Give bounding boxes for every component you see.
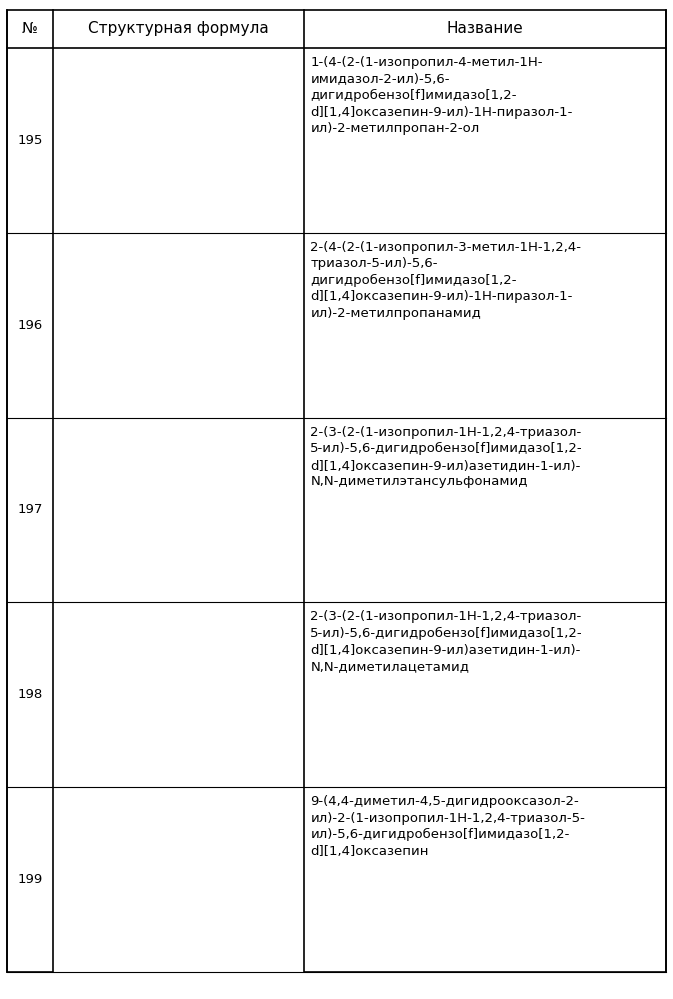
Text: 195: 195 <box>17 134 42 147</box>
Text: 9-(4,4-диметил-4,5-дигидрооксазол-2-
ил)-2-(1-изопропил-1Н-1,2,4-триазол-5-
ил)-: 9-(4,4-диметил-4,5-дигидрооксазол-2- ил)… <box>310 795 585 858</box>
Text: 199: 199 <box>17 873 42 886</box>
Bar <box>53 233 304 418</box>
Text: 197: 197 <box>17 503 42 516</box>
Text: 2-(3-(2-(1-изопропил-1Н-1,2,4-триазол-
5-ил)-5,6-дигидробензо[f]имидазо[1,2-
d][: 2-(3-(2-(1-изопропил-1Н-1,2,4-триазол- 5… <box>310 610 583 673</box>
Text: 2-(4-(2-(1-изопропил-3-метил-1Н-1,2,4-
триазол-5-ил)-5,6-
дигидробензо[f]имидазо: 2-(4-(2-(1-изопропил-3-метил-1Н-1,2,4- т… <box>310 241 581 320</box>
Text: Название: Название <box>446 21 524 37</box>
Bar <box>53 418 304 602</box>
Text: 1-(4-(2-(1-изопропил-4-метил-1Н-
имидазол-2-ил)-5,6-
дигидробензо[f]имидазо[1,2-: 1-(4-(2-(1-изопропил-4-метил-1Н- имидазо… <box>310 56 573 135</box>
Bar <box>53 48 304 233</box>
Text: 2-(3-(2-(1-изопропил-1Н-1,2,4-триазол-
5-ил)-5,6-дигидробензо[f]имидазо[1,2-
d][: 2-(3-(2-(1-изопропил-1Н-1,2,4-триазол- 5… <box>310 426 583 489</box>
Text: Структурная формула: Структурная формула <box>88 21 269 37</box>
Bar <box>53 787 304 972</box>
Bar <box>53 602 304 787</box>
Text: №: № <box>22 21 38 37</box>
Text: 196: 196 <box>17 319 42 332</box>
Text: 198: 198 <box>17 688 42 701</box>
